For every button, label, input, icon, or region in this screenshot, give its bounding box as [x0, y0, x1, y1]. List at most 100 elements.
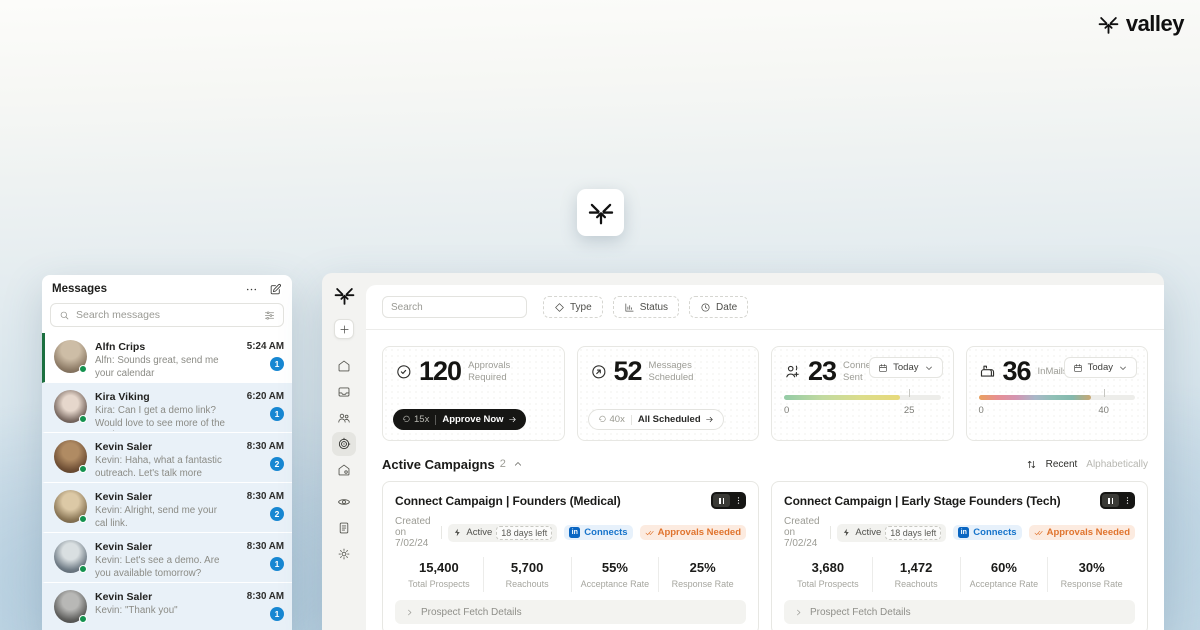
online-status-dot	[79, 565, 87, 573]
search-input[interactable]	[382, 296, 527, 318]
message-preview: Alfn: Sounds great, send me your calenda…	[95, 355, 219, 379]
online-status-dot	[79, 615, 87, 623]
sidebar-item-watchtower[interactable]	[332, 490, 356, 514]
message-preview: Kevin: "Thank you"	[95, 605, 178, 616]
avatar	[54, 440, 87, 473]
message-preview: Kevin: Alright, send me your cal link.	[95, 505, 217, 529]
chevron-right-icon	[797, 609, 801, 615]
message-list-item[interactable]: Alfn Crips Alfn: Sounds great, send me y…	[42, 333, 292, 383]
messages-title: Messages	[52, 283, 107, 295]
prospect-fetch-details-toggle[interactable]: Prospect Fetch Details	[784, 600, 1135, 624]
stat-label: Connects Sent	[843, 360, 884, 383]
stat-card-connects: 23 Connects Sent Today 0 25	[771, 346, 954, 441]
filter-label: Type	[570, 301, 592, 313]
eye-icon	[338, 499, 350, 505]
stat-label: Response Rate	[671, 579, 734, 589]
message-time: 8:30 AM	[246, 591, 284, 602]
message-time: 6:20 AM	[246, 391, 284, 402]
stat-label: Acceptance Rate	[580, 579, 650, 589]
message-time: 8:30 AM	[246, 491, 284, 502]
search-messages-input[interactable]	[76, 309, 258, 321]
message-list-item[interactable]: Kevin Saler Kevin: Alright, send me your…	[42, 483, 292, 533]
sidebar-item-inbox[interactable]	[332, 380, 356, 404]
action-count: 15x	[414, 414, 430, 425]
action-count: 40x	[609, 414, 625, 425]
stat-value: 120	[419, 356, 462, 386]
kebab-menu-button[interactable]	[1121, 496, 1133, 505]
date-range-dropdown[interactable]: Today	[869, 357, 943, 378]
messages-search[interactable]	[50, 303, 284, 327]
sidebar-item-settings[interactable]	[332, 542, 356, 566]
stat-label: Reachouts	[894, 579, 938, 589]
kebab-icon	[1126, 497, 1128, 504]
dashboard-topbar: Type Status Date	[366, 285, 1164, 330]
message-list-item[interactable]: Kevin Saler Kevin: "Thank you" 8:30 AM 1	[42, 583, 292, 630]
compose-icon[interactable]	[269, 283, 282, 296]
message-list-item[interactable]: Kevin Saler Kevin: Let's see a demo. Are…	[42, 533, 292, 583]
filter-status-button[interactable]: Status	[612, 296, 680, 318]
stat-value: 36	[1002, 356, 1032, 386]
filter-type-button[interactable]: Type	[543, 296, 603, 318]
bar-min-label: 0	[978, 405, 984, 416]
stat-label: Messages Scheduled	[648, 360, 694, 383]
bar-max-label: 40	[1098, 405, 1109, 416]
stat-value: 3,680	[811, 560, 845, 575]
message-sender-name: Kevin Saler	[95, 441, 153, 453]
campaign-status-badge: Active 18 days left	[448, 523, 558, 542]
avatar	[54, 540, 87, 573]
valley-logo-icon	[1098, 16, 1119, 34]
dashboard-body: 120 Approvals Required 15x Approve Now	[366, 330, 1164, 630]
stat-label: Total Prospects	[797, 579, 859, 589]
target-icon	[338, 437, 351, 450]
filter-sliders-icon[interactable]	[264, 310, 275, 321]
message-sender-name: Kevin Saler	[95, 591, 153, 603]
home-icon	[338, 360, 350, 372]
message-preview: Kevin: Haha, what a fantastic outreach. …	[95, 455, 222, 479]
sidebar-item-campaigns[interactable]	[332, 432, 356, 456]
sidebar-item-prospects[interactable]	[332, 406, 356, 430]
collapse-section-button[interactable]	[513, 459, 523, 469]
approve-now-button[interactable]: 15x Approve Now	[393, 409, 526, 430]
campaign-controls	[711, 492, 746, 509]
message-sender-name: Kira Viking	[95, 391, 150, 403]
message-time: 8:30 AM	[246, 441, 284, 452]
notes-icon	[339, 522, 349, 534]
message-preview: Kira: Can I get a demo link? Would love …	[95, 405, 225, 431]
all-scheduled-button[interactable]: 40x All Scheduled	[587, 409, 724, 430]
campaign-controls	[1100, 492, 1135, 509]
message-send-icon	[591, 365, 605, 379]
unread-count-badge: 1	[270, 357, 284, 371]
pause-button[interactable]	[713, 494, 730, 507]
campaign-card: Connect Campaign | Founders (Medical) Cr…	[382, 481, 759, 630]
online-status-dot	[79, 515, 87, 523]
message-list-item[interactable]: Kira Viking Kira: Can I get a demo link?…	[42, 383, 292, 433]
hero-app-icon	[577, 189, 624, 236]
stat-label: Total Prospects	[408, 579, 470, 589]
stat-card-approvals: 120 Approvals Required 15x Approve Now	[382, 346, 565, 441]
online-status-dot	[79, 365, 87, 373]
sort-alphabetical-button[interactable]: Alphabetically	[1086, 458, 1148, 470]
sort-arrows-icon	[1026, 459, 1037, 470]
campaign-stats: 3,680 Total Prospects 1,472 Reachouts 60% A…	[784, 557, 1135, 592]
campaign-channel-badge: in Connects	[564, 525, 633, 540]
prospect-fetch-details-toggle[interactable]: Prospect Fetch Details	[395, 600, 746, 624]
chevron-right-icon	[408, 609, 412, 615]
date-range-dropdown[interactable]: Today	[1063, 357, 1137, 378]
sort-recent-button[interactable]: Recent	[1045, 458, 1078, 470]
sidebar-item-workspace[interactable]	[332, 458, 356, 482]
kebab-menu-button[interactable]	[732, 496, 744, 505]
message-list-item[interactable]: Kevin Saler Kevin: Haha, what a fantasti…	[42, 433, 292, 483]
more-options-icon[interactable]	[245, 283, 258, 296]
message-check-icon	[397, 365, 411, 379]
new-campaign-button[interactable]	[334, 319, 354, 339]
sidebar-item-home[interactable]	[332, 354, 356, 378]
days-left-badge: 18 days left	[885, 525, 942, 540]
connects-progress-bar: 0 25	[784, 389, 941, 416]
filter-date-button[interactable]: Date	[689, 296, 749, 318]
plus-icon	[339, 324, 349, 334]
pause-button[interactable]	[1102, 494, 1119, 507]
sidebar-item-notes[interactable]	[332, 516, 356, 540]
inmails-progress-bar: 0 40	[978, 389, 1135, 416]
message-sender-name: Alfn Crips	[95, 341, 146, 353]
stat-label: Response Rate	[1060, 579, 1123, 589]
